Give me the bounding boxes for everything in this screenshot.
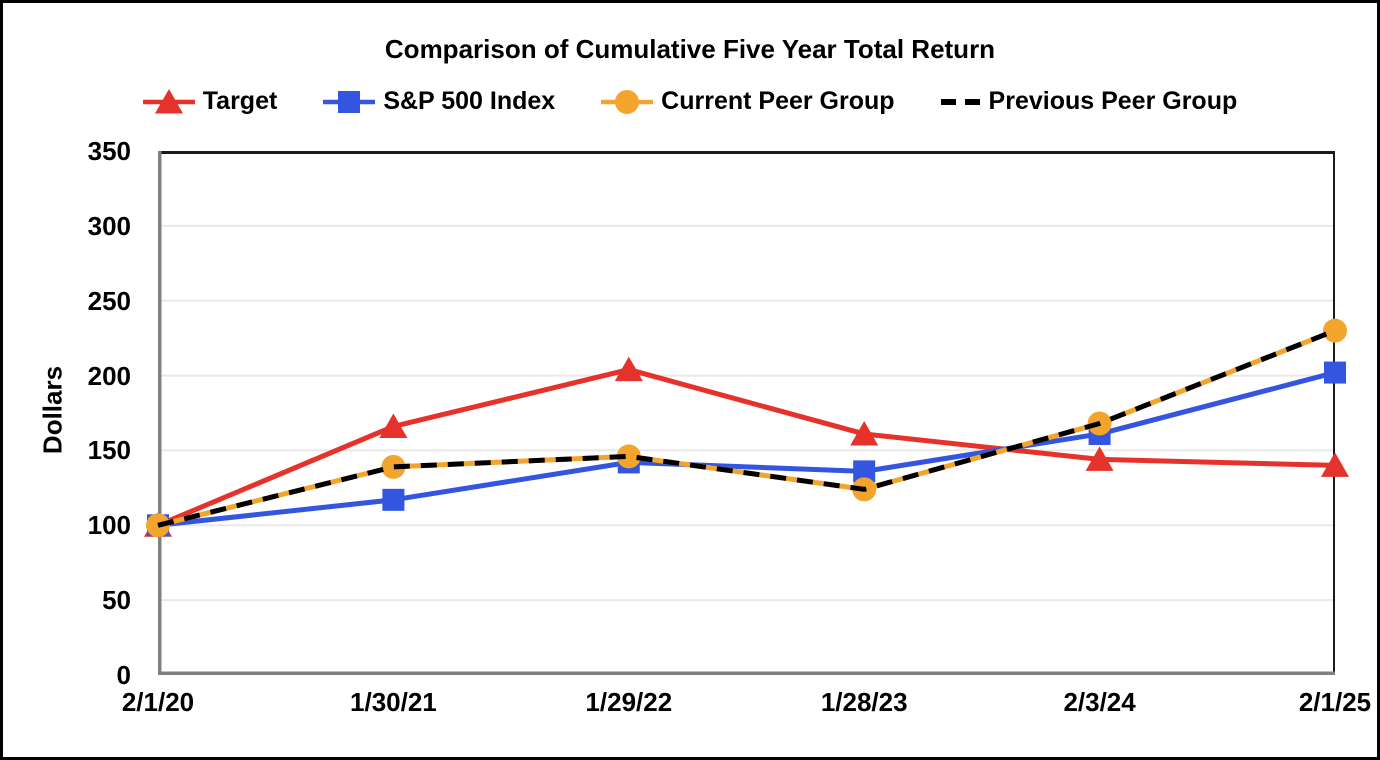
plot-area xyxy=(144,151,1349,675)
y-tick-label-0: 0 xyxy=(116,660,131,690)
sp500-square-icon xyxy=(323,90,376,113)
x-tick-label-2-1-20: 2/1/20 xyxy=(121,687,195,717)
legend-triangle-glyph xyxy=(154,88,183,113)
legend-label-sp500: S&P 500 Index xyxy=(383,87,556,115)
x-tick-label-2-3-24: 2/3/24 xyxy=(1063,687,1136,717)
marker-triangle-target-3 xyxy=(850,420,879,446)
y-tick-label-300: 300 xyxy=(87,210,131,241)
legend-square-glyph xyxy=(338,90,361,113)
marker-square-s-p-500-index-5 xyxy=(1324,361,1346,384)
y-tick-label-150: 150 xyxy=(87,435,131,466)
legend-item-target: Target xyxy=(142,87,278,116)
legend-item-current-peer-group: Current Peer Group xyxy=(601,87,895,116)
y-tick-label-250: 250 xyxy=(87,285,131,316)
y-tick-label-100: 100 xyxy=(87,510,131,541)
legend-circle-glyph xyxy=(615,89,640,114)
x-tick-label-1-29-22: 1/29/22 xyxy=(585,687,673,717)
series-line-current-peer-group xyxy=(157,328,1336,528)
legend-label-previous-peer-group: Previous Peer Group xyxy=(988,87,1238,115)
marker-triangle-target-4 xyxy=(1085,446,1114,471)
legend-label-target: Target xyxy=(202,87,278,115)
y-tick-label-350: 350 xyxy=(87,136,131,166)
legend-item-previous-peer-group: Previous Peer Group xyxy=(940,87,1238,116)
previous-peer-group-dash-icon xyxy=(940,98,981,105)
chart-title: Comparison of Cumulative Five Year Total… xyxy=(384,34,996,64)
x-tick-label-1-30-21: 1/30/21 xyxy=(350,687,437,717)
marker-circle-current-peer-group-2 xyxy=(616,444,641,469)
series-line-s-p-500-index xyxy=(157,370,1336,528)
marker-triangle-target-5 xyxy=(1321,452,1349,477)
legend-item-sp500: S&P 500 Index xyxy=(323,87,555,116)
marker-triangle-target-1 xyxy=(379,413,408,438)
marker-square-s-p-500-index-3 xyxy=(853,460,876,483)
marker-circle-current-peer-group-1 xyxy=(381,454,406,479)
target-triangle-icon xyxy=(142,88,195,113)
legend-label-current-peer-group: Current Peer Group xyxy=(661,87,895,115)
legend: Target S&P 500 Index Current Peer Group … xyxy=(3,87,1377,116)
y-tick-label-50: 50 xyxy=(102,585,131,616)
x-tick-label-2-1-25: 2/1/25 xyxy=(1298,687,1372,717)
series-line-previous-peer-group xyxy=(157,328,1336,528)
series-line-target xyxy=(157,367,1336,528)
marker-square-s-p-500-index-1 xyxy=(382,488,405,511)
marker-circle-current-peer-group-5 xyxy=(1323,318,1347,343)
x-tick-label-1-28-23: 1/28/23 xyxy=(820,687,908,717)
y-tick-label-200: 200 xyxy=(87,360,131,391)
marker-triangle-target-2 xyxy=(614,356,643,382)
current-peer-group-circle-icon xyxy=(601,89,654,114)
